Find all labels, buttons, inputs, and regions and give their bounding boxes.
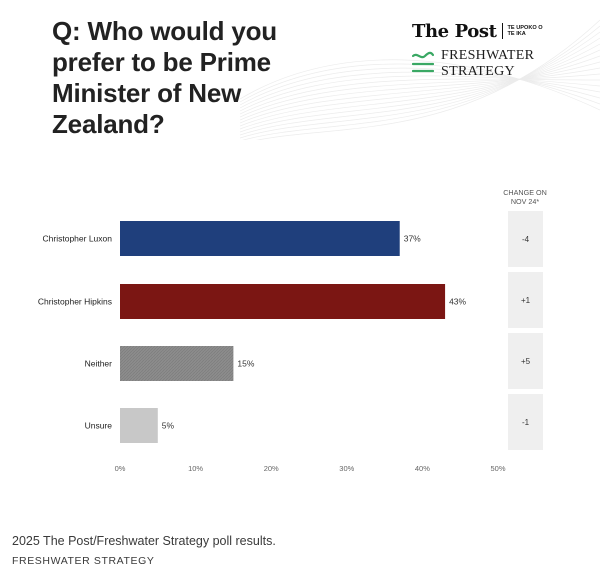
- decorative-line: [240, 63, 600, 105]
- bar: [120, 408, 158, 443]
- bar: [120, 284, 446, 319]
- data-label: 15%: [237, 359, 254, 369]
- poll-card: Q: Who would you prefer to be Prime Mini…: [37, 16, 600, 473]
- the-post-logo-divider: [501, 23, 503, 39]
- x-tick-label: 50%: [490, 464, 505, 473]
- data-label: 37%: [404, 234, 421, 244]
- category-label: Unsure: [85, 421, 113, 431]
- decorative-line: [240, 67, 600, 121]
- decorative-line: [256, 19, 600, 140]
- decorative-line: [240, 61, 600, 124]
- decorative-line: [240, 78, 600, 115]
- x-tick-label: 40%: [415, 464, 430, 473]
- decorative-line: [242, 25, 600, 140]
- decorative-line-pattern: [240, 19, 600, 140]
- change-value-box: +5: [508, 333, 543, 389]
- the-post-logo-subtitle: TE UPOKO O TE IKA: [507, 24, 543, 38]
- data-label: 43%: [449, 297, 466, 307]
- category-label: Christopher Luxon: [43, 234, 113, 244]
- change-value-box: -4: [508, 211, 543, 267]
- bar: [120, 221, 400, 256]
- change-column-header: CHANGE ON NOV 24*: [503, 188, 547, 206]
- x-tick-label: 10%: [188, 464, 203, 473]
- x-tick-label: 0%: [115, 464, 126, 473]
- category-label: Christopher Hipkins: [38, 297, 112, 307]
- data-label: 5%: [162, 421, 175, 431]
- bar-chart: Christopher Luxon 37% Christopher Hipkins 4…: [38, 221, 506, 473]
- x-tick-label: 30%: [339, 464, 354, 473]
- freshwater-wave-icon: [412, 51, 434, 73]
- x-tick-label: 20%: [264, 464, 279, 473]
- bar: [120, 346, 234, 381]
- decorative-line: [240, 75, 600, 112]
- the-post-logo-name: The Post: [412, 20, 497, 42]
- decorative-line: [240, 31, 600, 139]
- decorative-line: [240, 43, 600, 133]
- decorative-line: [240, 59, 600, 111]
- decorative-line: [240, 55, 600, 127]
- decorative-line: [240, 67, 600, 106]
- decorative-line: [240, 71, 600, 109]
- freshwater-logo-line1: FRESHWATER: [441, 48, 535, 63]
- chart-caption: 2025 The Post/Freshwater Strategy poll r…: [12, 534, 276, 548]
- source-label: FRESHWATER STRATEGY: [12, 555, 155, 567]
- category-label: Neither: [85, 359, 113, 369]
- decorative-line: [240, 37, 600, 136]
- change-value-box: -1: [508, 394, 543, 450]
- page-title: Q: Who would you prefer to be Prime Mini…: [52, 16, 277, 139]
- decorative-line: [240, 73, 600, 118]
- freshwater-logo-line2: STRATEGY: [441, 64, 515, 79]
- the-post-logo: The Post TE UPOKO O TE IKA: [412, 20, 544, 42]
- decorative-line: [240, 49, 600, 130]
- change-value-box: +1: [508, 272, 543, 328]
